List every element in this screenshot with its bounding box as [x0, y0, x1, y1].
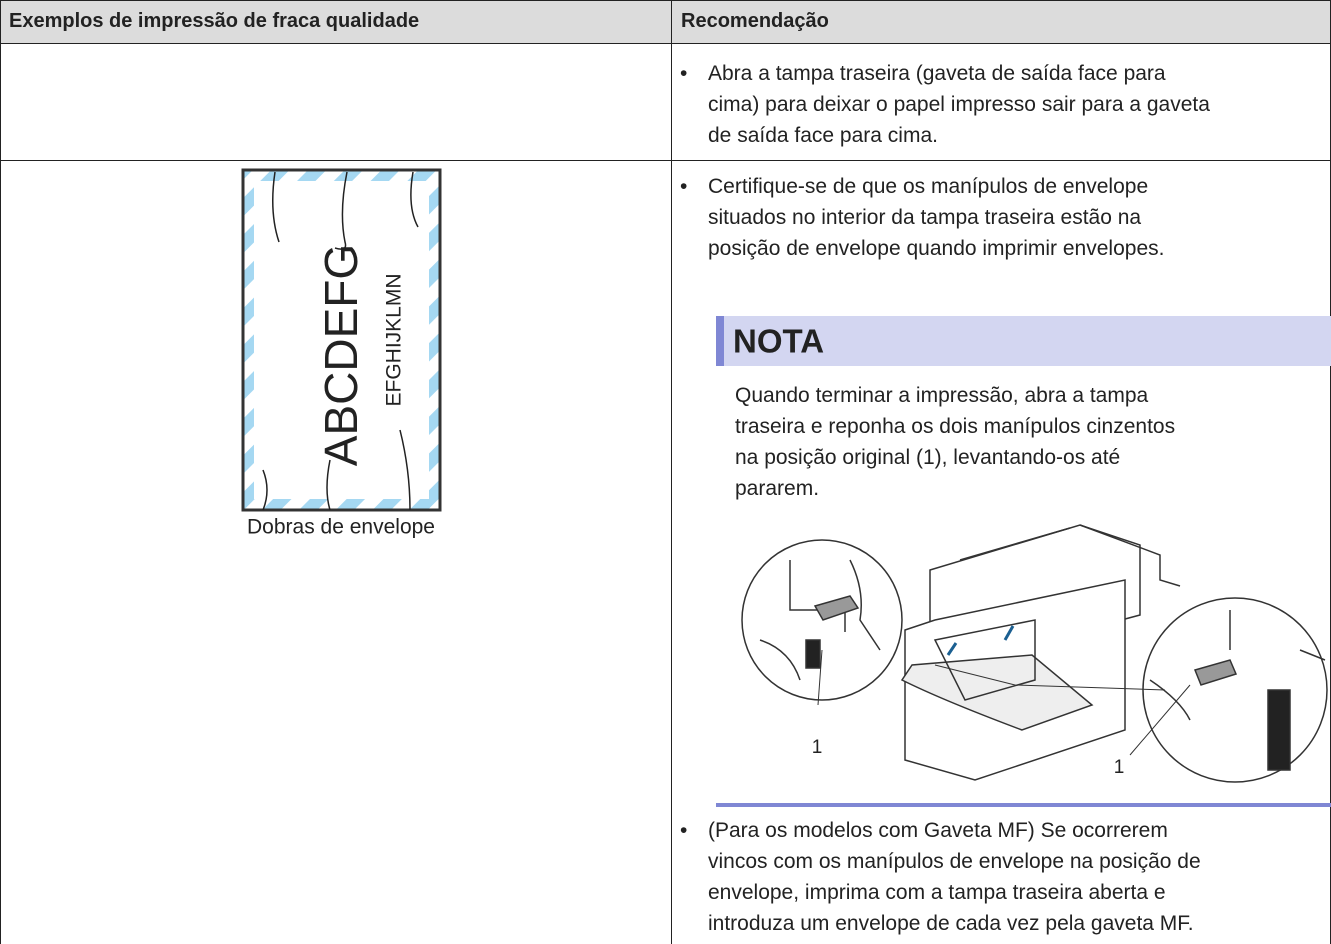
paragraph-line: vincos com os manípulos de envelope na p…	[708, 850, 1201, 873]
header-cell: Exemplos de impressão de fraca qualidade	[9, 10, 420, 32]
envelope-caption: Dobras de envelope	[247, 516, 435, 539]
envelope-small-text: EFGHIJKLMN	[383, 273, 406, 406]
note-line: traseira e reponha os dois manípulos cin…	[735, 415, 1176, 438]
note-box: NOTA	[716, 316, 1331, 807]
paragraph-line: (Para os modelos com Gaveta MF) Se ocorr…	[708, 819, 1168, 842]
note-line: pararem.	[735, 477, 820, 500]
callout: 1	[1114, 757, 1125, 778]
paragraph-line: de saída face para cima.	[708, 124, 938, 147]
row-border	[0, 160, 1331, 161]
paragraph-line: cima) para deixar o papel impresso sair …	[708, 93, 1210, 116]
envelope: ABCDEFG EFGHIJKLMN Dobras de envelope	[241, 168, 442, 539]
note-title: NOTA	[733, 323, 824, 360]
col-border	[671, 0, 672, 944]
left-border	[0, 0, 1, 944]
header-row	[0, 0, 1331, 44]
paragraph-line: Abra a tampa traseira (gaveta de saída f…	[708, 62, 1166, 85]
bullet: •	[680, 819, 688, 842]
bullet: •	[680, 175, 688, 198]
paragraph-line: envelope, imprima com a tampa traseira a…	[708, 881, 1166, 904]
note-line: Quando terminar a impressão, abra a tamp…	[735, 384, 1149, 407]
paragraph-line: Certifique-se de que os manípulos de env…	[708, 175, 1149, 198]
header-cell: Recomendação	[681, 10, 829, 32]
printer-illustration: 1 1	[741, 524, 1328, 783]
paragraph-line: introduza um envelope de cada vez pela g…	[708, 912, 1194, 935]
envelope-big-text: ABCDEFG	[315, 244, 367, 466]
callout: 1	[812, 737, 823, 758]
bullet: •	[680, 62, 688, 85]
paragraph-line: situados no interior da tampa traseira e…	[708, 206, 1142, 229]
paragraph-line: posição de envelope quando imprimir enve…	[708, 237, 1165, 260]
note-line: na posição original (1), levantando-os a…	[735, 446, 1121, 469]
